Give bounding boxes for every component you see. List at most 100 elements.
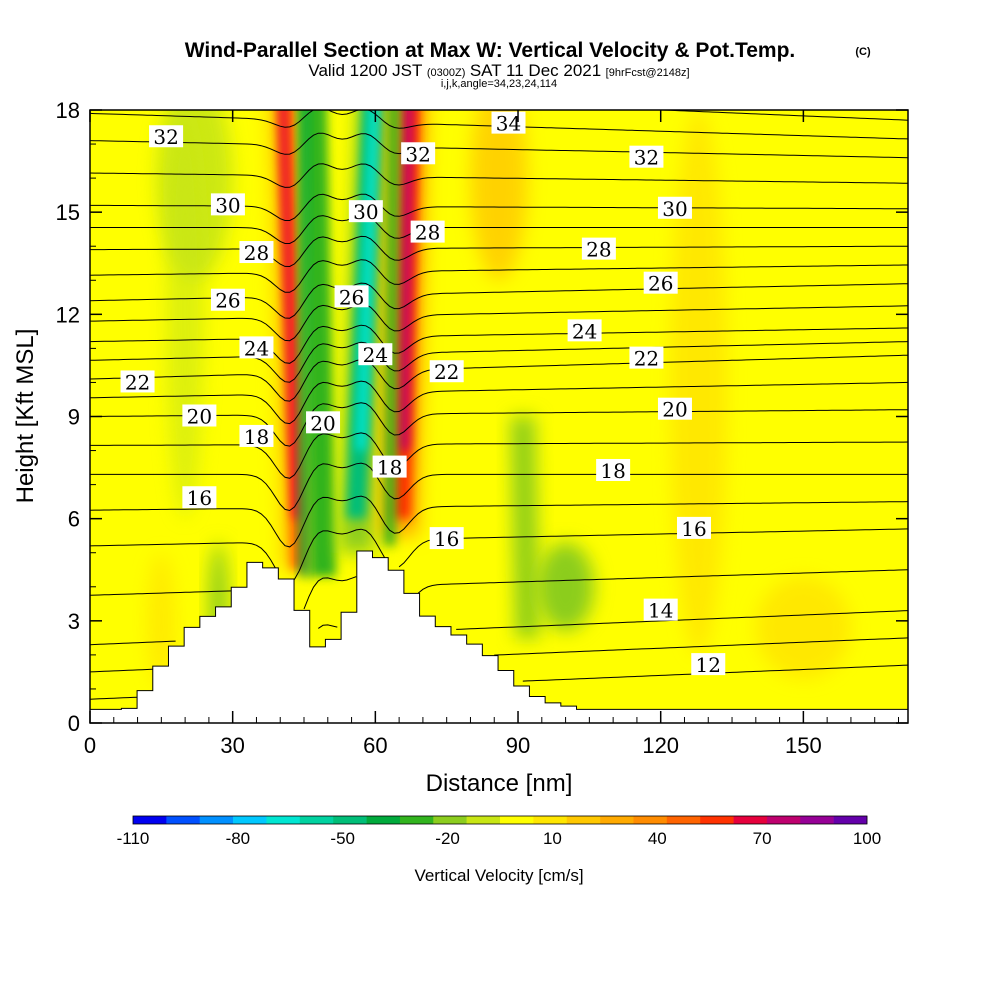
velocity-downdraft-west-core: [298, 110, 310, 577]
isentrope-31: [90, 163, 908, 188]
contour-label-text: 28: [586, 238, 611, 262]
contour-label-16: 16: [676, 516, 711, 541]
isentrope-24: [90, 324, 908, 364]
colorbar-swatch: [299, 816, 334, 824]
isentrope-22: [90, 354, 908, 402]
velocity-downdraft-west: [300, 110, 337, 577]
velocity-updraft-east-core: [399, 110, 414, 451]
contour-label-box: [491, 111, 526, 134]
contour-label-box: [372, 455, 407, 478]
contour-label-14: 14: [643, 598, 678, 623]
copyright-mark: (C): [855, 46, 871, 58]
colorbar-swatch: [800, 816, 834, 824]
isentrope-25: [90, 303, 908, 342]
contour-label-text: 16: [434, 527, 459, 551]
contour-label-text: 22: [634, 347, 659, 371]
contour-label-text: 18: [244, 425, 269, 449]
contour-label-20: 20: [657, 397, 692, 422]
colorbar-tick-label: 10: [543, 829, 562, 848]
contour-label-text: 24: [244, 336, 269, 360]
colorbar-swatch: [566, 816, 601, 824]
isentrope-27: [90, 259, 908, 293]
contour-label-box: [643, 271, 678, 294]
velocity-far-east-low-rise: [755, 576, 851, 679]
velocity-downdraft-far-east: [510, 416, 540, 638]
colorbar-tick-labels: -110 -80 -50 -20 10 40 70 100: [117, 829, 882, 848]
contour-label-28: 28: [581, 237, 616, 262]
colorbar-tick-label: -110: [117, 829, 150, 848]
velocity-updraft-west-core: [279, 110, 301, 519]
isentrope-20: [90, 402, 908, 447]
contour-label-box: [410, 220, 445, 243]
isentrope-15: [90, 569, 908, 610]
y-tick-label: 3: [68, 609, 80, 634]
contour-label-26: 26: [210, 288, 245, 313]
isentrope-28: [90, 235, 908, 268]
contour-label-32: 32: [629, 145, 664, 170]
isentrope-23: [90, 341, 908, 383]
contour-label-text: 32: [634, 146, 659, 170]
contour-label-28: 28: [239, 241, 274, 265]
colorbar-label: Vertical Velocity [cm/s]: [414, 866, 583, 885]
contour-label-34: 34: [491, 111, 526, 136]
potential-temperature-contours: [90, 110, 908, 700]
contour-label-32: 32: [149, 125, 184, 149]
isentrope-18: [90, 462, 908, 512]
colorbar-swatch: [733, 816, 768, 824]
contour-label-text: 32: [405, 142, 430, 166]
colorbar-swatch: [500, 816, 534, 824]
contour-label-box: [306, 411, 341, 434]
y-tick-label: 15: [56, 200, 80, 225]
colorbar-swatch: [833, 816, 868, 824]
contour-label-text: 16: [187, 486, 212, 510]
contour-label-box: [581, 237, 616, 260]
colorbar-swatch: [533, 816, 568, 824]
axes: 0 30 60 90 120 150 0 3 6 9 12 15 18: [56, 98, 908, 758]
contour-label-text: 28: [244, 241, 269, 265]
contour-label-28: 28: [410, 220, 445, 245]
isentrope-29: [90, 214, 908, 244]
colorbar-swatch: [199, 816, 234, 824]
contour-label-box: [429, 527, 464, 550]
x-tick-label: 90: [506, 733, 530, 758]
y-tick-label: 9: [68, 405, 80, 430]
x-tick-label: 30: [220, 733, 244, 758]
contour-label-box: [120, 370, 155, 393]
y-tick-label: 6: [68, 507, 80, 532]
contour-label-box: [149, 125, 184, 148]
contour-label-text: 28: [415, 221, 440, 245]
colorbar-swatch: [633, 816, 668, 824]
contour-label-box: [429, 360, 464, 383]
colorbar-swatch: [433, 816, 467, 824]
contour-label-box: [239, 241, 274, 264]
colorbar-swatch: [266, 816, 301, 824]
contour-label-box: [334, 285, 369, 308]
contour-label-text: 12: [696, 653, 721, 677]
colorbar-tick-label: 40: [648, 829, 667, 848]
isentrope-13: [90, 637, 908, 673]
contour-label-text: 30: [662, 197, 687, 221]
contour-label-22: 22: [629, 346, 664, 371]
vertical-velocity-field: [147, 110, 851, 689]
contour-label-text: 16: [681, 517, 706, 541]
valid-prefix: Valid 1200 JST: [308, 61, 422, 80]
isentrope-14: [90, 610, 908, 646]
colorbar-swatch: [166, 816, 201, 824]
contour-label-24: 24: [358, 343, 393, 367]
isentrope-16: [90, 528, 908, 584]
x-tick-label: 0: [84, 733, 96, 758]
contour-label-12: 12: [691, 653, 726, 677]
x-axis-label: Distance [nm]: [426, 770, 573, 797]
contour-label-box: [348, 200, 383, 223]
contour-label-text: 26: [339, 285, 364, 309]
contour-label-20: 20: [306, 411, 341, 435]
grid-indices: i,j,k,angle=34,23,24,114: [441, 78, 557, 90]
contour-label-box: [210, 288, 245, 311]
contour-label-text: 24: [363, 343, 388, 367]
contour-label-16: 16: [182, 486, 217, 510]
colorbar-swatch: [399, 816, 434, 824]
contour-label-20: 20: [182, 404, 217, 429]
colorbar-swatch: [333, 816, 367, 824]
